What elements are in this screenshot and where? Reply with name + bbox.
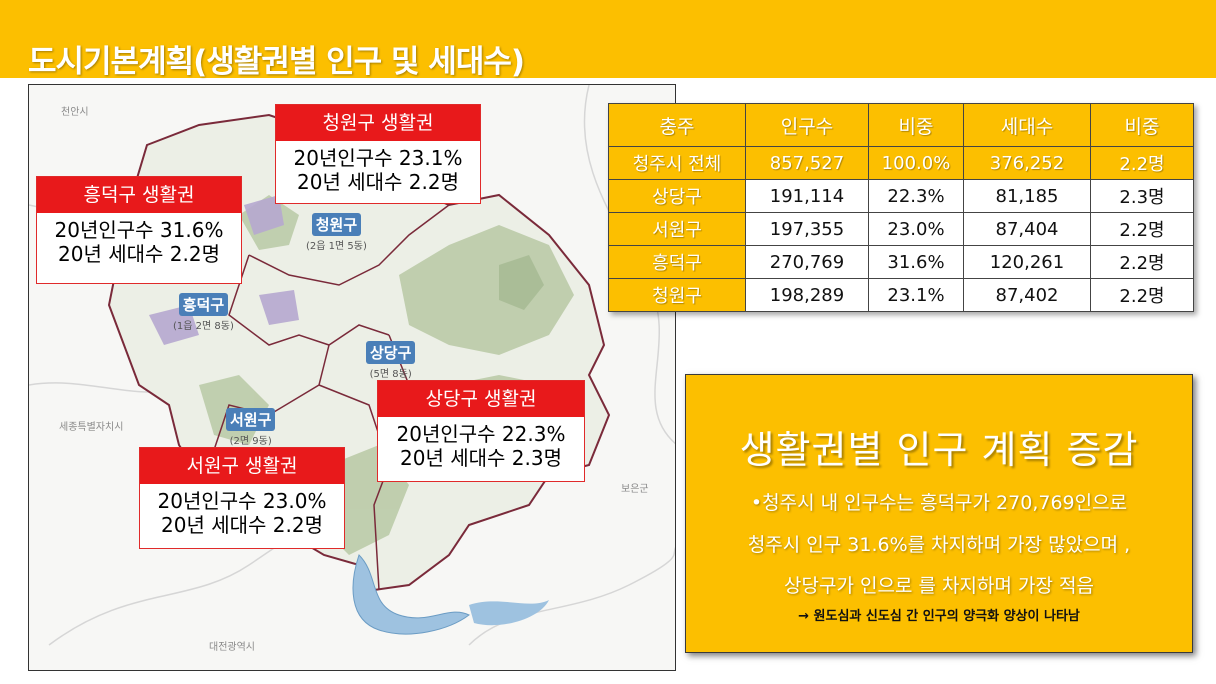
district-subdivision: (5면 8동) [369, 369, 412, 380]
summary-note: → 원도심과 신도심 간 인구의 양극화 양상이 나타남 [798, 609, 1080, 624]
table-cell: 120,261 [963, 245, 1091, 279]
district-label-sangdang: 상당구 (5면 8동) [366, 341, 416, 380]
district-subdivision: (2읍 1면 5동) [306, 241, 367, 252]
district-name: 청원구 [311, 213, 362, 236]
table-cell: 2.2명 [1090, 212, 1194, 246]
table-cell: 상당구 [608, 179, 746, 213]
table-cell: 23.1% [868, 278, 964, 312]
table-cell: 2.2명 [1090, 278, 1194, 312]
district-name: 흥덕구 [178, 293, 229, 316]
callout-cheongwon: 청원구 생활권 20년인구수 23.1% 20년 세대수 2.2명 [275, 104, 481, 204]
table-row: 서원구 197,355 23.0% 87,404 2.2명 [608, 212, 1194, 246]
place-label-boeun: 보은군 [621, 484, 649, 495]
callout-population-line: 20년인구수 22.3% [396, 422, 566, 446]
table-cell: 191,114 [745, 179, 869, 213]
callout-title: 상당구 생활권 [378, 381, 584, 417]
table-cell: 197,355 [745, 212, 869, 246]
district-name: 서원구 [226, 408, 276, 431]
population-table: 충주 인구수 비중 세대수 비중 청주시 전체 857,527 100.0% 3… [608, 103, 1194, 312]
callout-population-line: 20년인구수 23.1% [293, 146, 463, 170]
callout-household-line: 20년 세대수 2.2명 [58, 242, 220, 266]
table-row: 청주시 전체 857,527 100.0% 376,252 2.2명 [608, 146, 1194, 180]
summary-title: 생활권별 인구 계획 증감 [739, 428, 1139, 472]
table-cell: 서원구 [608, 212, 746, 246]
table-cell: 81,185 [963, 179, 1091, 213]
table-cell: 376,252 [963, 146, 1091, 180]
table-cell: 흥덕구 [608, 245, 746, 279]
table-cell: 청주시 전체 [608, 146, 746, 180]
summary-box: 생활권별 인구 계획 증감 •청주시 내 인구수는 흥덕구가 270,769인으… [685, 374, 1193, 653]
table-cell: 2.2명 [1090, 146, 1194, 180]
page-title: 도시기본계획(생활권별 인구 및 세대수) [28, 44, 525, 80]
district-subdivision: (2면 9동) [229, 436, 272, 447]
table-cell: 2.3명 [1090, 179, 1194, 213]
column-header: 세대수 [963, 103, 1091, 147]
table-row: 상당구 191,114 22.3% 81,185 2.3명 [608, 179, 1194, 213]
district-label-cheongwon: 청원구 (2읍 1면 5동) [306, 213, 367, 252]
column-header: 비중 [868, 103, 964, 147]
callout-title: 서원구 생활권 [140, 448, 344, 484]
place-label-daejeon: 대전광역시 [209, 642, 255, 653]
table-cell: 청원구 [608, 278, 746, 312]
table-cell: 87,402 [963, 278, 1091, 312]
summary-line: 상당구가 인으로 를 차지하며 가장 적음 [784, 575, 1094, 597]
table-header-row: 충주 인구수 비중 세대수 비중 [608, 103, 1194, 147]
district-subdivision: (1읍 2면 8동) [173, 321, 234, 332]
table-row: 흥덕구 270,769 31.6% 120,261 2.2명 [608, 245, 1194, 279]
callout-household-line: 20년 세대수 2.3명 [400, 446, 562, 470]
place-label-cheonan: 천안시 [61, 107, 89, 118]
callout-seowon: 서원구 생활권 20년인구수 23.0% 20년 세대수 2.2명 [139, 447, 345, 549]
district-label-seowon: 서원구 (2면 9동) [226, 408, 276, 447]
column-header: 인구수 [745, 103, 869, 147]
table-row: 청원구 198,289 23.1% 87,402 2.2명 [608, 278, 1194, 312]
place-label-sejong: 세종특별자치시 [59, 422, 124, 433]
summary-line: 청주시 인구 31.6%를 차지하며 가장 많았으며 , [747, 534, 1131, 556]
callout-household-line: 20년 세대수 2.2명 [297, 170, 459, 194]
table-cell: 2.2명 [1090, 245, 1194, 279]
table-cell: 857,527 [745, 146, 869, 180]
table-cell: 87,404 [963, 212, 1091, 246]
table-cell: 23.0% [868, 212, 964, 246]
callout-sangdang: 상당구 생활권 20년인구수 22.3% 20년 세대수 2.3명 [377, 380, 585, 482]
callout-population-line: 20년인구수 23.0% [157, 489, 327, 513]
table-cell: 100.0% [868, 146, 964, 180]
column-header: 비중 [1090, 103, 1194, 147]
table-cell: 270,769 [745, 245, 869, 279]
callout-heungdeok: 흥덕구 생활권 20년인구수 31.6% 20년 세대수 2.2명 [36, 176, 242, 284]
table-cell: 22.3% [868, 179, 964, 213]
district-label-heungdeok: 흥덕구 (1읍 2면 8동) [173, 293, 234, 332]
callout-title: 청원구 생활권 [276, 105, 480, 141]
summary-line: •청주시 내 인구수는 흥덕구가 270,769인으로 [750, 492, 1128, 514]
callout-title: 흥덕구 생활권 [37, 177, 241, 213]
callout-household-line: 20년 세대수 2.2명 [161, 513, 323, 537]
title-bar: 도시기본계획(생활권별 인구 및 세대수) [0, 0, 1216, 80]
callout-population-line: 20년인구수 31.6% [54, 218, 224, 242]
table-cell: 31.6% [868, 245, 964, 279]
column-header: 충주 [608, 103, 746, 147]
district-name: 상당구 [366, 341, 416, 364]
table-cell: 198,289 [745, 278, 869, 312]
